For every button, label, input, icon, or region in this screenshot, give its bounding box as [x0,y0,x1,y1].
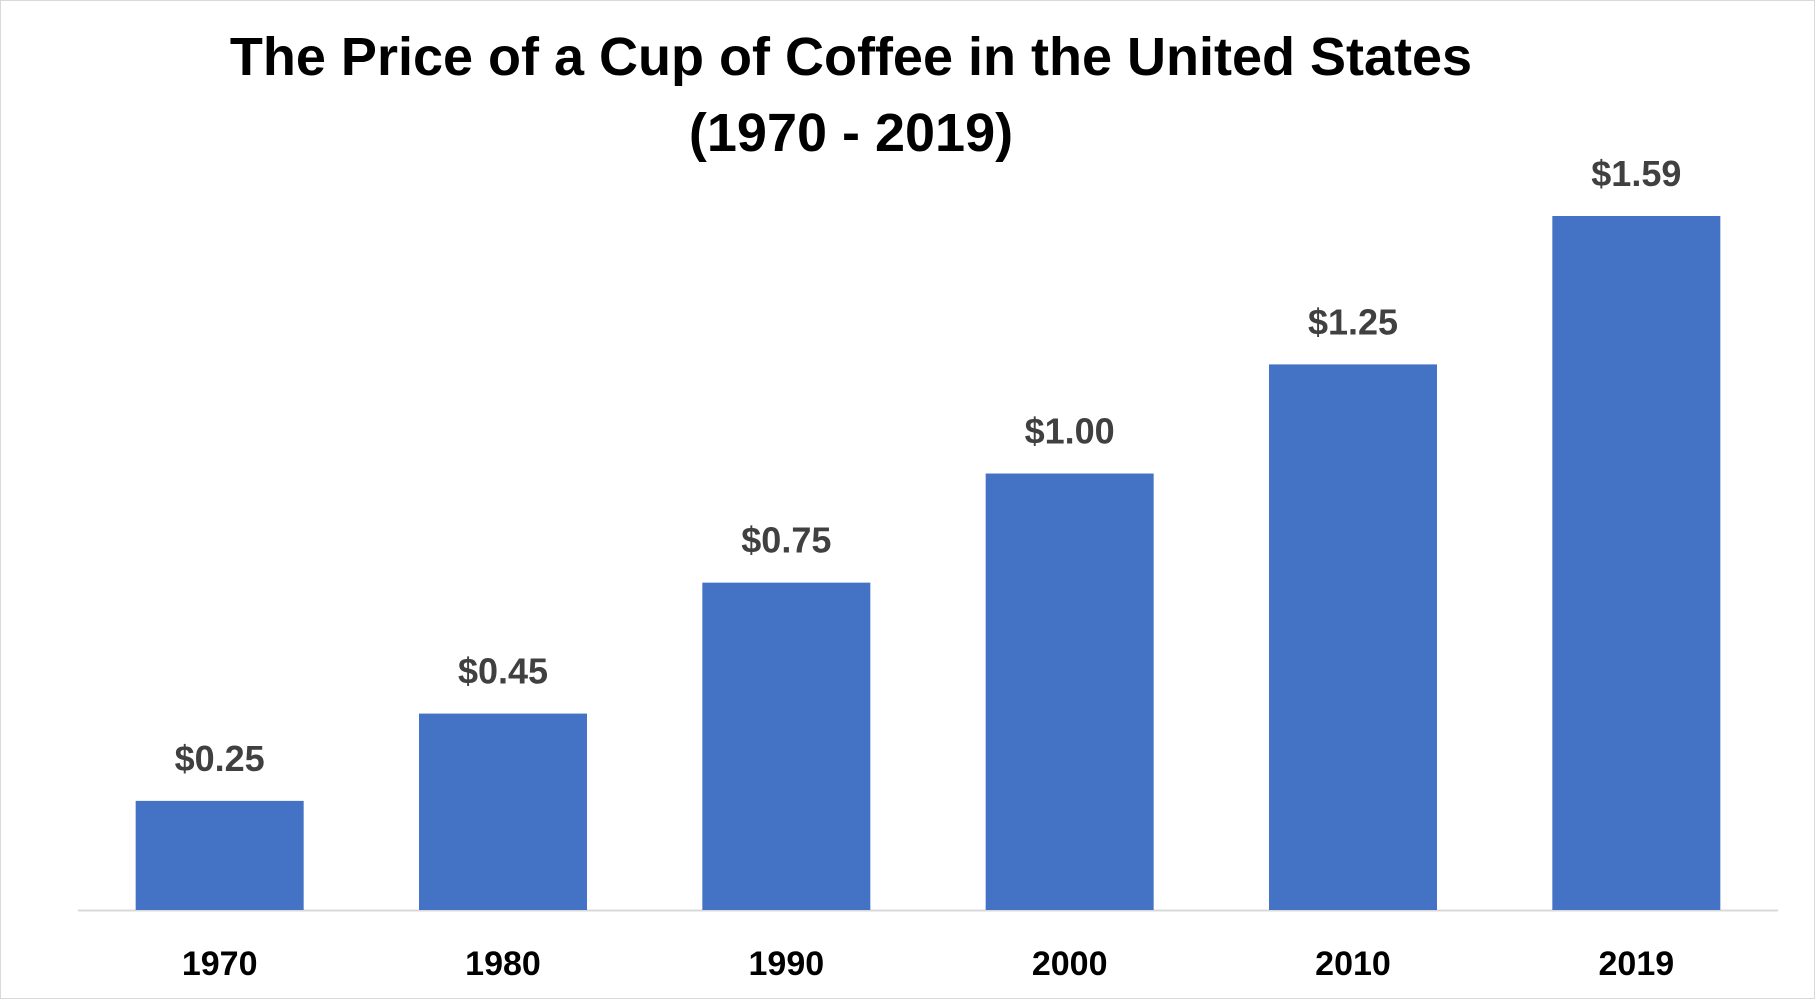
data-label-1980: $0.45 [458,651,548,692]
bar-2000 [985,473,1154,910]
bar-1970 [135,800,304,910]
data-label-2019: $1.59 [1591,153,1681,194]
chart-title: The Price of a Cup of Coffee in the Unit… [1,19,1701,171]
bar-1990 [702,582,871,910]
bar-2010 [1269,364,1437,910]
x-tick-label-2010: 2010 [1315,945,1391,983]
bar-2019 [1552,216,1721,910]
bar-1980 [419,713,587,910]
data-label-1970: $0.25 [175,738,265,779]
data-label-2010: $1.25 [1308,301,1398,342]
x-tick-label-1970: 1970 [182,945,258,983]
x-tick-label-2000: 2000 [1032,945,1108,983]
x-tick-label-2019: 2019 [1599,945,1675,983]
data-label-1990: $0.75 [741,520,831,561]
chart-title-line-1: The Price of a Cup of Coffee in the Unit… [229,27,1473,87]
x-tick-label-1990: 1990 [749,945,825,983]
x-tick-label-1980: 1980 [465,945,541,983]
data-label-2000: $1.00 [1025,411,1115,452]
chart-title-line-2: (1970 - 2019) [688,103,1014,163]
